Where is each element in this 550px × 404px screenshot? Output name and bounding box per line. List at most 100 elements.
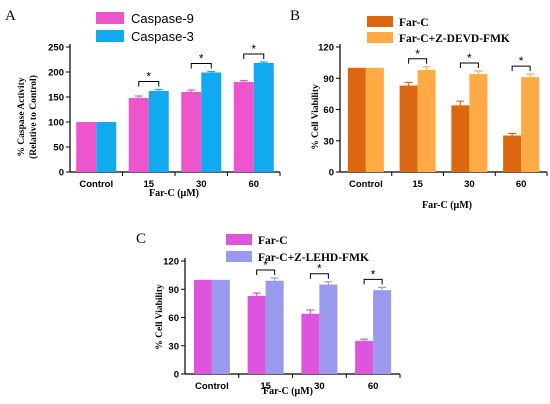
panel-c-xtick-label: 30 <box>314 381 325 392</box>
panel-a-xtick-label: Control <box>79 179 113 190</box>
panel-b-bar <box>451 105 470 172</box>
panel-b-legend-label-2: Far-C+Z-DEVD-FMK <box>399 33 510 45</box>
panel-c-xtick-label: 15 <box>260 381 271 392</box>
panel-a-legend-label-2: Caspase-3 <box>131 29 194 44</box>
panel-a-bar <box>128 98 149 172</box>
panel-c-legend-swatch-2 <box>226 251 252 262</box>
panel-b: B Far-C Far-C+Z-DEVD-FMK % Cell Viabilit… <box>290 8 548 211</box>
panel-c-bar <box>301 313 320 374</box>
panel-a-significance-star: * <box>146 70 151 84</box>
panel-c-significance-star: * <box>317 262 322 276</box>
panel-c-legend-label-1: Far-C <box>258 235 288 247</box>
panel-a-significance-bracket <box>138 81 160 87</box>
panel-c-legend-item-2: Far-C+Z-LEHD-FMK <box>226 251 369 264</box>
panel-c-legend-label-2: Far-C+Z-LEHD-FMK <box>258 252 369 264</box>
panel-a-ytick-label: 200 <box>48 68 64 79</box>
panel-b-significance-bracket <box>459 62 479 68</box>
panel-c-xlabel: Far-C (μM) <box>263 386 313 397</box>
panel-c-ylabel: % Cell Viability <box>155 284 165 350</box>
panel-c-significance-bracket <box>256 269 276 275</box>
panel-c-significance-star: * <box>371 267 376 281</box>
panel-b-ytick-label: 90 <box>323 74 334 85</box>
panel-c-ytick-label: 120 <box>163 257 179 268</box>
panel-b-legend-swatch-2 <box>367 32 393 43</box>
panel-c-xtick-label: 60 <box>368 381 379 392</box>
panel-b-bar <box>365 67 384 172</box>
panel-c-significance-bracket <box>309 273 329 279</box>
panel-c-bar <box>193 279 212 374</box>
panel-c-ytick-label: 0 <box>174 370 179 381</box>
panel-a-plot: 0 50 100 150 200 250 Control 15 * 30 * 60 * <box>48 42 281 190</box>
panel-b-xtick-label: 60 <box>516 179 527 190</box>
panel-c-bar <box>319 284 338 374</box>
panel-a-ytick-label: 50 <box>53 143 64 154</box>
panel-a-significance-bracket <box>243 53 265 59</box>
panel-c-ytick-label: 30 <box>168 341 179 352</box>
panel-a-bar <box>148 91 169 172</box>
panel-b-xtick-label: 15 <box>412 179 423 190</box>
panel-a-ytick-label: 0 <box>59 168 64 179</box>
panel-a-xtick-label: 60 <box>248 179 259 190</box>
panel-b-bar <box>347 67 366 172</box>
panel-c-plot: 0 30 60 90 120 Control 15 * 30 * 60 * <box>163 257 401 392</box>
panel-b-legend-label-1: Far-C <box>399 17 429 29</box>
panel-a-ytick-label: 250 <box>48 43 64 54</box>
panel-a-xlabel: Far-C (μM) <box>149 188 199 199</box>
panel-c-bar <box>247 295 266 374</box>
panel-c-ytick-label: 60 <box>168 313 179 324</box>
panel-c-xtick-label: Control <box>195 381 229 392</box>
panel-a-ytick-label: 100 <box>48 118 64 129</box>
panel-c-bar <box>373 290 392 374</box>
panel-b-bar <box>521 77 540 172</box>
panel-b-xlabel: Far-C (μM) <box>422 200 472 211</box>
panel-a-legend-label-1: Caspase-9 <box>131 11 194 26</box>
panel-b-letter: B <box>290 8 300 24</box>
panel-c: C Far-C Far-C+Z-LEHD-FMK % Cell Viabilit… <box>136 231 401 397</box>
panel-a-bar <box>253 63 274 172</box>
panel-b-bar <box>399 85 418 172</box>
panel-a-bar <box>201 72 222 172</box>
panel-c-legend-swatch-1 <box>226 234 252 245</box>
panel-a-significance-star: * <box>199 52 204 66</box>
panel-b-bar <box>503 135 522 172</box>
panel-b-ytick-label: 30 <box>323 136 334 147</box>
panel-b-ylabel: % Cell Viability <box>311 84 321 150</box>
panel-a-legend-swatch-2 <box>96 30 124 42</box>
panel-c-legend-item-1: Far-C <box>226 234 288 247</box>
panel-a-bar <box>181 92 202 172</box>
panel-b-xtick-label: Control <box>349 179 383 190</box>
panel-b-ytick-label: 0 <box>329 168 334 179</box>
panel-c-letter: C <box>136 231 146 247</box>
panel-b-ytick-label: 120 <box>318 43 334 54</box>
panel-b-legend-item-2: Far-C+Z-DEVD-FMK <box>367 32 510 45</box>
panel-c-bar <box>211 279 230 374</box>
panel-a-significance-bracket <box>190 63 212 69</box>
panel-a-ylabel-line-1: % Caspase Activity <box>17 77 27 156</box>
panel-b-legend-item-1: Far-C <box>367 16 429 29</box>
panel-a-ytick-label: 150 <box>48 93 64 104</box>
panel-c-significance-star: * <box>263 258 268 272</box>
panel-a-legend-item-1: Caspase-9 <box>96 11 194 26</box>
panel-a-bar <box>76 122 97 172</box>
panel-b-bar <box>469 74 488 172</box>
panel-b-significance-star: * <box>467 51 472 65</box>
panel-b-xtick-label: 30 <box>464 179 475 190</box>
panel-b-ytick-label: 60 <box>323 105 334 116</box>
panel-b-significance-bracket <box>511 65 531 72</box>
panel-a-xtick-label: 15 <box>143 179 154 190</box>
panel-b-significance-star: * <box>519 54 524 68</box>
panel-c-ytick-label: 90 <box>168 285 179 296</box>
panel-a-legend-item-2: Caspase-3 <box>96 29 194 44</box>
panel-b-significance-star: * <box>415 47 420 61</box>
panel-a-letter: A <box>5 8 16 24</box>
panel-c-bar <box>265 280 284 374</box>
panel-b-bar <box>417 69 436 172</box>
panel-a-bar <box>233 82 254 172</box>
panel-a-xtick-label: 30 <box>196 179 207 190</box>
panel-a-significance-star: * <box>251 42 256 56</box>
panel-b-plot: 0 30 60 90 120 Control 15 * 30 * 60 * <box>318 43 548 190</box>
panel-b-significance-bracket <box>408 58 428 64</box>
panel-a-legend-swatch-1 <box>96 12 124 24</box>
panel-b-legend-swatch-1 <box>367 16 393 27</box>
